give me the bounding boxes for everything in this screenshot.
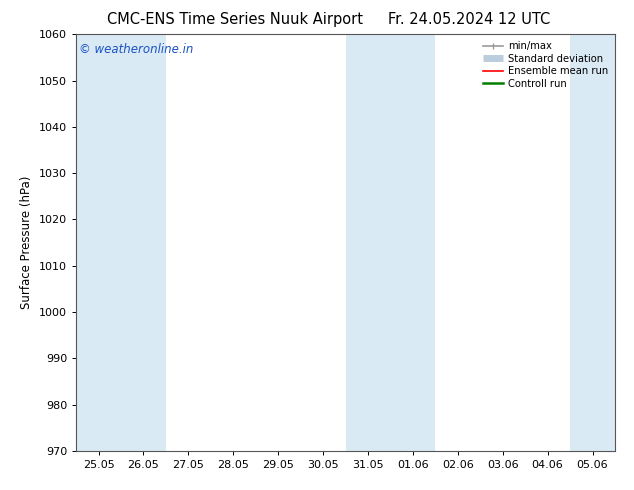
Bar (76, 34, 121, 451)
Text: © weatheronline.in: © weatheronline.in (79, 44, 193, 56)
Text: CMC-ENS Time Series Nuuk Airport: CMC-ENS Time Series Nuuk Airport (107, 12, 363, 27)
Y-axis label: Surface Pressure (hPa): Surface Pressure (hPa) (20, 176, 34, 309)
Text: Fr. 24.05.2024 12 UTC: Fr. 24.05.2024 12 UTC (388, 12, 550, 27)
Bar (121, 34, 166, 451)
Bar (346, 34, 391, 451)
Bar (391, 34, 436, 451)
Legend: min/max, Standard deviation, Ensemble mean run, Controll run: min/max, Standard deviation, Ensemble me… (481, 39, 610, 91)
Bar (570, 34, 615, 451)
